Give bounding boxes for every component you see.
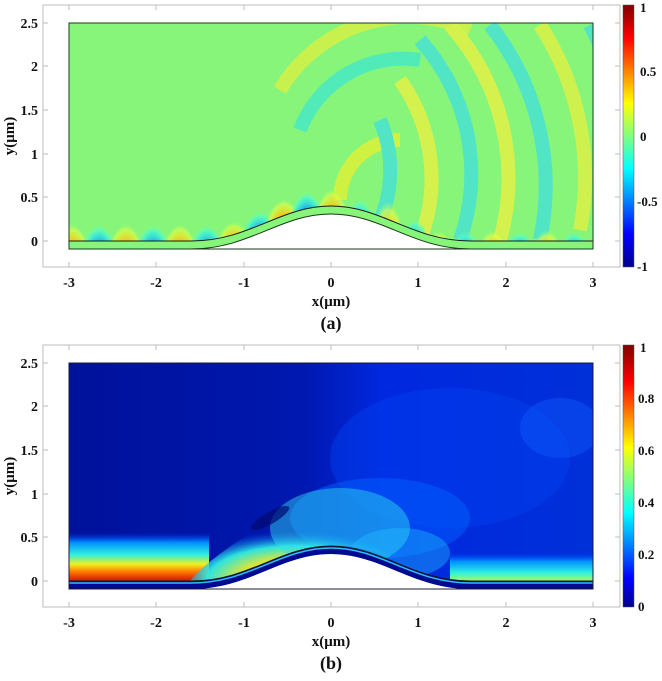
y-tick-label: 0.5 [21, 531, 39, 546]
colorbar-tick-label: 1 [640, 340, 647, 355]
colorbar-tick-label: 0.6 [638, 443, 655, 458]
x-tick-label: 1 [415, 616, 422, 631]
chart-b-svg: -3 -2 -1 0 1 2 3 0 0.5 1 1.5 2 2.5 x(μm)… [2, 340, 655, 674]
y-tick-label: 2.5 [21, 17, 39, 32]
x-axis-label-a: x(μm) [312, 294, 351, 310]
domain-outline-a [68, 22, 594, 250]
x-tick-label: 0 [328, 276, 335, 291]
x-tick-label: 2 [503, 616, 510, 631]
chart-a-svg: -3 -2 -1 0 1 2 3 0 0.5 1 1.5 2 2.5 x(μm)… [2, 0, 658, 334]
colorbar-tick-label: 0.8 [638, 391, 655, 406]
x-tick-label: 1 [415, 276, 422, 291]
y-tick-label: 2 [31, 400, 38, 415]
tick-marks-b [43, 345, 620, 607]
y-tick-label: 0.5 [21, 191, 39, 206]
colorbar-tick-label: 0 [640, 129, 647, 144]
y-tick-label: 0 [31, 575, 38, 590]
x-tick-label: -3 [63, 616, 75, 631]
panel-label-b: (b) [320, 653, 342, 674]
y-tick-label: 1.5 [21, 444, 39, 459]
colorbar-b [622, 344, 635, 608]
colorbar-tick-label: 0.2 [638, 547, 654, 562]
colorbar-tick-label: 0.5 [640, 64, 657, 79]
y-axis-label-a: y(μm) [2, 117, 18, 156]
colorbar-a [622, 4, 635, 268]
domain-outline-b [68, 362, 594, 590]
heatmap-a [69, 23, 593, 249]
heatmap-b [69, 363, 593, 589]
x-tick-label: 0 [328, 616, 335, 631]
x-tick-label: -1 [238, 616, 250, 631]
x-tick-marks-a [43, 5, 620, 267]
figure-panel-a: -3 -2 -1 0 1 2 3 0 0.5 1 1.5 2 2.5 x(μm)… [0, 0, 662, 338]
x-tick-label: -1 [238, 276, 250, 291]
colorbar-tick-label: -0.5 [637, 194, 658, 209]
y-tick-label: 2.5 [21, 357, 39, 372]
y-tick-label: 1 [31, 488, 38, 503]
colorbar-tick-label: 1 [640, 0, 647, 15]
y-tick-label: 2 [31, 60, 38, 75]
y-tick-label: 1 [31, 148, 38, 163]
x-tick-label: 3 [590, 616, 597, 631]
figure-panel-b: -3 -2 -1 0 1 2 3 0 0.5 1 1.5 2 2.5 x(μm)… [0, 338, 662, 676]
colorbar-tick-label: 0 [638, 599, 645, 614]
y-axis-label-b: y(μm) [2, 457, 18, 496]
x-tick-label: -3 [63, 276, 75, 291]
colorbar-tick-label: 0.4 [638, 495, 655, 510]
x-tick-label: -2 [150, 616, 162, 631]
x-axis-label-b: x(μm) [312, 634, 351, 650]
x-tick-label: 2 [503, 276, 510, 291]
y-tick-label: 1.5 [21, 104, 39, 119]
y-tick-label: 0 [31, 235, 38, 250]
colorbar-tick-label: -1 [637, 259, 648, 274]
x-tick-label: -2 [150, 276, 162, 291]
panel-label-a: (a) [321, 313, 342, 334]
x-tick-label: 3 [590, 276, 597, 291]
